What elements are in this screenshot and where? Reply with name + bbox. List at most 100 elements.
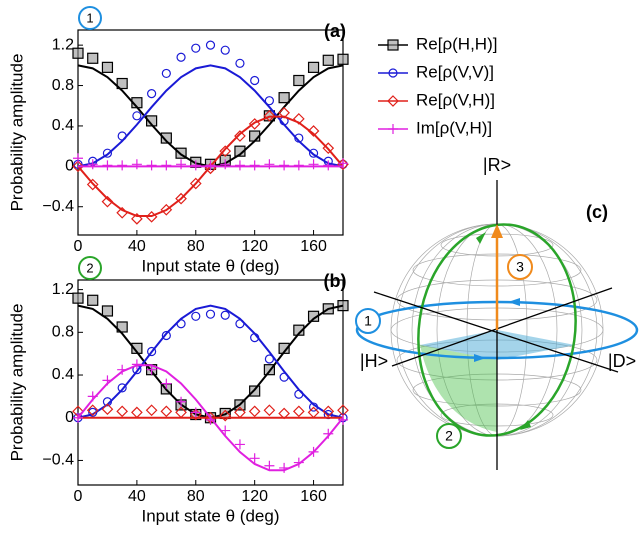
marker (307, 61, 320, 73)
marker (220, 310, 230, 320)
theory-line (77, 364, 344, 472)
marker (147, 346, 157, 357)
marker (73, 153, 83, 164)
badge-label: 1 (364, 313, 372, 329)
marker (146, 364, 157, 375)
marker (219, 409, 232, 422)
axis-label: |H> (360, 351, 388, 371)
marker (263, 364, 275, 376)
axis-label: |R> (483, 155, 511, 175)
arrow-head (520, 420, 531, 430)
marker (205, 309, 216, 319)
y-tick-label: 0 (65, 158, 74, 175)
x-tick-label: 40 (128, 238, 146, 255)
marker (161, 378, 172, 389)
y-tick-label: 1.2 (52, 281, 74, 298)
marker (145, 404, 158, 417)
y-tick-label: −0.4 (42, 452, 74, 469)
marker (234, 130, 246, 142)
marker (72, 160, 84, 173)
marker (234, 160, 245, 171)
marker (293, 457, 304, 468)
marker (248, 405, 261, 418)
y-tick-label: 1.2 (52, 36, 74, 53)
axis-line (373, 291, 619, 373)
legend-label: Re[ρ(H,H)] (416, 34, 497, 53)
badge (436, 423, 462, 449)
panel-label: (c) (586, 202, 608, 222)
marker (264, 354, 274, 364)
marker (191, 311, 201, 321)
y-tick-label: 0.4 (52, 366, 74, 383)
marker (72, 47, 84, 59)
arrow-head (476, 232, 486, 244)
marker (264, 96, 274, 106)
marker (264, 159, 275, 170)
y-axis-title: Probability amplitude (7, 304, 26, 462)
marker (293, 74, 305, 87)
marker (250, 75, 260, 86)
marker (190, 160, 201, 171)
y-tick-label: 0.8 (52, 77, 74, 94)
y-tick-label: 0.4 (52, 117, 74, 134)
marker (249, 453, 260, 464)
theory-line (77, 304, 344, 419)
badge-label: 2 (445, 428, 453, 444)
legend-marker (388, 68, 398, 78)
marker (72, 292, 84, 304)
marker (160, 405, 173, 418)
x-axis-title: Input state θ (deg) (142, 256, 280, 275)
marker (307, 125, 320, 137)
marker (220, 159, 231, 170)
marker (176, 396, 187, 407)
arrow-head (474, 354, 486, 362)
marker (234, 439, 245, 450)
marker (249, 160, 260, 171)
marker (87, 159, 98, 170)
badge-label: 2 (86, 260, 93, 275)
marker (176, 52, 186, 62)
axis-label: |D> (608, 351, 636, 371)
x-tick-label: 80 (187, 488, 205, 505)
x-axis-title: Input state θ (deg) (142, 506, 280, 525)
marker (292, 113, 305, 125)
marker (101, 305, 114, 317)
marker (338, 414, 348, 425)
marker (86, 404, 99, 417)
x-tick-label: 0 (74, 488, 83, 505)
badge-label: 1 (86, 10, 93, 25)
badge (507, 254, 533, 280)
arrow-head (491, 224, 503, 238)
marker (101, 403, 114, 416)
marker (161, 68, 171, 79)
marker (278, 92, 290, 104)
y-tick-label: 0 (65, 409, 74, 426)
axis-line (391, 287, 613, 367)
marker (279, 160, 290, 171)
marker (264, 460, 275, 471)
plot-frame (77, 279, 344, 486)
marker (220, 45, 230, 55)
marker (116, 77, 128, 90)
x-tick-label: 120 (241, 238, 268, 255)
arrow-head (508, 298, 520, 306)
panel-label: (b) (324, 271, 347, 291)
marker (146, 160, 157, 171)
x-tick-label: 40 (128, 488, 146, 505)
legend-label: Re[ρ(V,V)] (416, 62, 494, 81)
marker (87, 294, 99, 306)
marker (116, 405, 129, 418)
marker (132, 111, 142, 121)
marker (116, 321, 128, 333)
marker (101, 61, 114, 73)
y-tick-label: −0.4 (42, 198, 74, 215)
x-tick-label: 160 (300, 488, 327, 505)
panel-label: (a) (324, 21, 346, 41)
marker (175, 192, 187, 205)
x-tick-label: 0 (74, 238, 83, 255)
marker (205, 40, 216, 50)
x-tick-label: 160 (300, 238, 327, 255)
marker (278, 106, 290, 119)
marker (205, 160, 216, 171)
marker (235, 58, 245, 68)
